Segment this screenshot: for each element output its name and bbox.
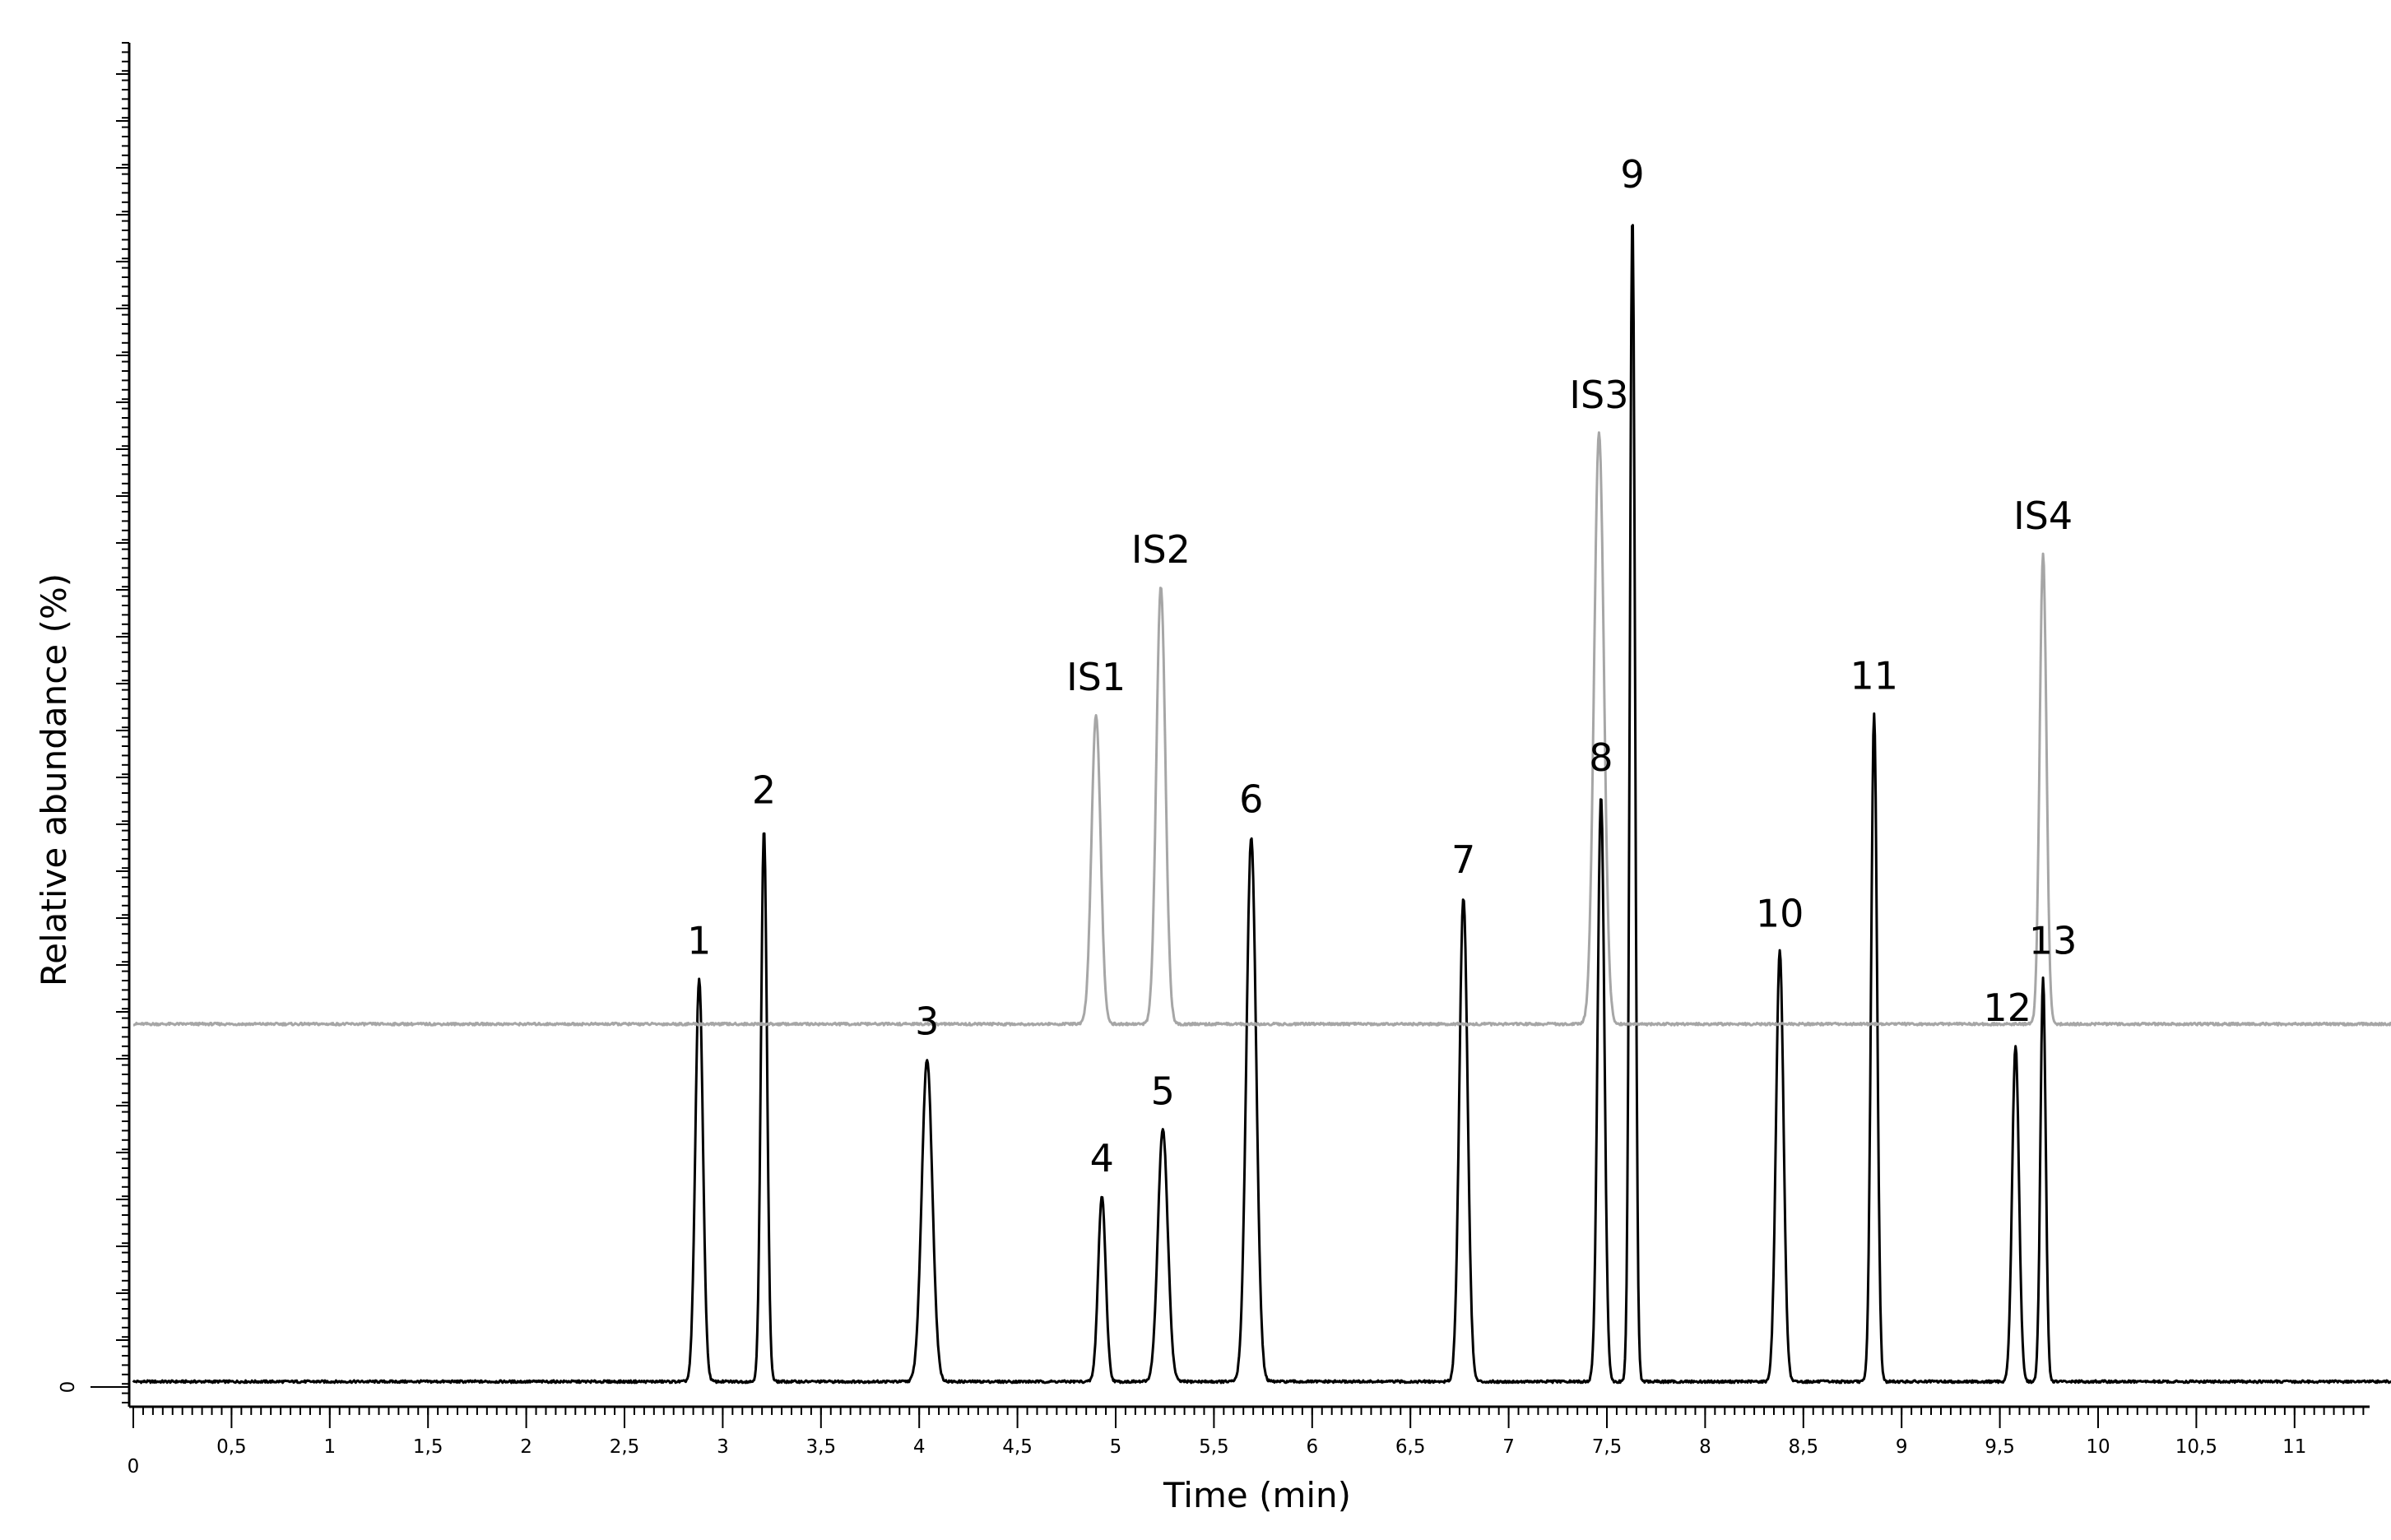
peak-label: 10 <box>1756 892 1804 936</box>
x-tick-label: 6,5 <box>1395 1436 1426 1458</box>
peak-label: 12 <box>1983 986 2031 1030</box>
x-axis-title: Time (min) <box>1163 1475 1351 1515</box>
x-tick-label: 0 <box>128 1456 140 1477</box>
x-tick-label: 10,5 <box>2175 1436 2217 1458</box>
x-tick-label: 2,5 <box>610 1436 640 1458</box>
peak-label: IS4 <box>2013 494 2073 538</box>
x-tick-label: 7 <box>1502 1436 1515 1458</box>
x-tick-label: 4,5 <box>1002 1436 1033 1458</box>
x-tick-label: 4 <box>913 1436 926 1458</box>
x-tick-label: 9 <box>1896 1436 1908 1458</box>
peak-label: 5 <box>1151 1069 1175 1113</box>
x-axis: 0 0,5 1 1,5 2 2,5 3 3,5 4 4,5 5 5,5 6 6,5 7 7,5 8 8,5 9 9,5… <box>128 1405 2370 1477</box>
x-tick-label: 8 <box>1699 1436 1711 1458</box>
x-tick-label: 5,5 <box>1199 1436 1229 1458</box>
x-tick-label: 11 <box>2282 1436 2306 1458</box>
peak-label: 8 <box>1589 735 1613 780</box>
x-tick-label: 9,5 <box>1985 1436 2015 1458</box>
x-tick-label: 3,5 <box>806 1436 837 1458</box>
peak-label: IS3 <box>1569 373 1628 417</box>
peak-label: 11 <box>1850 653 1898 698</box>
x-tick-label: 2 <box>520 1436 532 1458</box>
y-axis: 0 <box>58 42 131 1407</box>
chromatogram-traces <box>132 224 2391 1385</box>
x-tick-label: 8,5 <box>1789 1436 1819 1458</box>
peak-label: 6 <box>1239 777 1263 822</box>
x-tick-label: 1,5 <box>413 1436 443 1458</box>
x-tick-label: 7,5 <box>1592 1436 1623 1458</box>
chromatogram-trace-1 <box>132 224 2391 1385</box>
y-tick-label: 0 <box>58 1381 79 1394</box>
peak-label: 1 <box>687 918 711 962</box>
chromatogram-trace-2 <box>132 431 2391 1027</box>
peak-label: 4 <box>1090 1136 1114 1181</box>
peak-label: 7 <box>1451 837 1475 882</box>
x-tick-label: 10 <box>2086 1436 2110 1458</box>
peak-label: 13 <box>2029 918 2078 962</box>
peak-label: 3 <box>915 999 939 1043</box>
y-axis-title: Relative abundance (%) <box>34 573 74 986</box>
peak-label: 9 <box>1620 152 1644 197</box>
peak-label: 2 <box>752 768 776 812</box>
peak-label: IS2 <box>1131 527 1191 572</box>
x-tick-label: 6 <box>1306 1436 1318 1458</box>
x-tick-label: 1 <box>323 1436 336 1458</box>
x-tick-label: 0,5 <box>216 1436 247 1458</box>
x-tick-label: 5 <box>1110 1436 1122 1458</box>
peak-label: IS1 <box>1066 655 1126 699</box>
x-tick-label: 3 <box>717 1436 729 1458</box>
